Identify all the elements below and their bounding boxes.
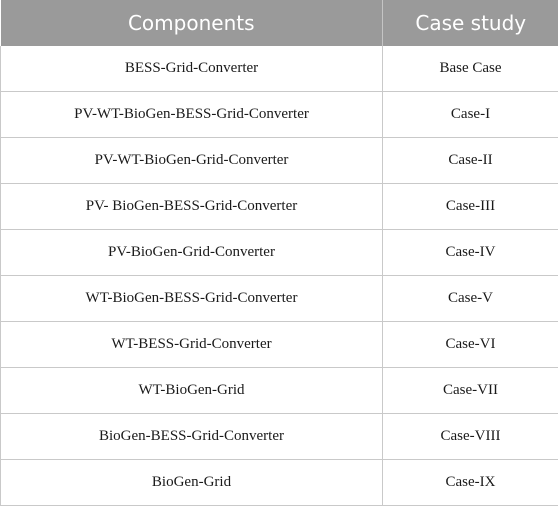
case-cell: Case-VI bbox=[382, 321, 558, 368]
case-cell: Case-I bbox=[382, 91, 558, 138]
case-cell: Base Case bbox=[382, 46, 558, 92]
table-row: BioGen-Grid Case-IX bbox=[0, 459, 558, 506]
components-cell: PV-WT-BioGen-BESS-Grid-Converter bbox=[0, 91, 383, 138]
case-cell: Case-VIII bbox=[382, 413, 558, 460]
components-cell: BioGen-Grid bbox=[0, 459, 383, 506]
table-row: WT-BESS-Grid-Converter Case-VI bbox=[0, 321, 558, 368]
case-cell: Case-III bbox=[382, 183, 558, 230]
header-components: Components bbox=[0, 0, 383, 46]
components-cell: WT-BioGen-Grid bbox=[0, 367, 383, 414]
components-cell: PV-BioGen-Grid-Converter bbox=[0, 229, 383, 276]
case-cell: Case-IV bbox=[382, 229, 558, 276]
case-cell: Case-V bbox=[382, 275, 558, 322]
table-row: PV-BioGen-Grid-Converter Case-IV bbox=[0, 229, 558, 276]
components-cell: PV- BioGen-BESS-Grid-Converter bbox=[0, 183, 383, 230]
components-cell: WT-BESS-Grid-Converter bbox=[0, 321, 383, 368]
components-cell: BioGen-BESS-Grid-Converter bbox=[0, 413, 383, 460]
table-row: BESS-Grid-Converter Base Case bbox=[0, 46, 558, 92]
table-row: BioGen-BESS-Grid-Converter Case-VIII bbox=[0, 413, 558, 460]
table-row: WT-BioGen-Grid Case-VII bbox=[0, 367, 558, 414]
components-cell: PV-WT-BioGen-Grid-Converter bbox=[0, 137, 383, 184]
table-row: WT-BioGen-BESS-Grid-Converter Case-V bbox=[0, 275, 558, 322]
case-cell: Case-II bbox=[382, 137, 558, 184]
table-row: PV-WT-BioGen-Grid-Converter Case-II bbox=[0, 137, 558, 184]
header-case-study: Case study bbox=[382, 0, 558, 46]
header-row: Components Case study bbox=[0, 0, 558, 46]
components-cell: BESS-Grid-Converter bbox=[0, 46, 383, 92]
case-cell: Case-IX bbox=[382, 459, 558, 506]
components-cell: WT-BioGen-BESS-Grid-Converter bbox=[0, 275, 383, 322]
table-row: PV- BioGen-BESS-Grid-Converter Case-III bbox=[0, 183, 558, 230]
case-cell: Case-VII bbox=[382, 367, 558, 414]
table-row: PV-WT-BioGen-BESS-Grid-Converter Case-I bbox=[0, 91, 558, 138]
